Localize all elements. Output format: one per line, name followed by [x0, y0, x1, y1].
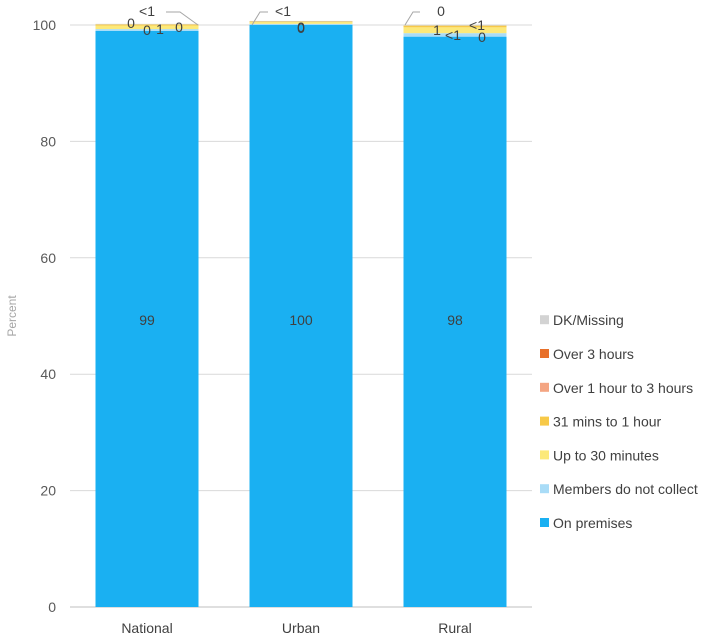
data-label: 0	[478, 29, 486, 45]
bar-segment	[403, 25, 507, 28]
leader-line	[404, 11, 420, 26]
data-label: <1	[139, 3, 155, 19]
bar-segment	[95, 24, 199, 26]
bars	[95, 20, 507, 607]
legend-swatch	[540, 518, 549, 527]
bar-segment	[95, 23, 199, 25]
data-label: 0	[143, 22, 151, 38]
data-label: 99	[139, 312, 155, 328]
x-tick-label: Urban	[282, 620, 320, 636]
leader-line	[251, 11, 268, 26]
data-label: 0	[297, 19, 305, 35]
bar-segment	[403, 25, 507, 26]
legend: On premises Members do not collect Up to 3…	[540, 312, 698, 531]
legend-label: 31 mins to 1 hour	[553, 414, 662, 430]
data-label: 0	[127, 15, 135, 31]
y-tick-label: 60	[40, 250, 56, 266]
x-tick-label: National	[121, 620, 172, 636]
legend-swatch	[540, 315, 549, 325]
bar-segment	[403, 36, 507, 607]
data-label: 1	[156, 21, 164, 37]
data-label: 100	[289, 312, 313, 328]
data-label: <1	[445, 27, 461, 43]
bar-segment	[249, 20, 353, 22]
y-tick-label: 20	[40, 483, 56, 499]
data-label: 0	[175, 19, 183, 35]
bar-segment	[249, 22, 353, 24]
bar-segment	[95, 25, 199, 30]
bar-segment	[249, 21, 353, 23]
data-label: <1	[275, 3, 291, 19]
y-tick-label: 40	[40, 366, 56, 382]
legend-label: Members do not collect	[553, 481, 698, 497]
legend-swatch	[540, 450, 549, 460]
legend-label: Over 3 hours	[553, 346, 634, 362]
data-label: 0	[437, 3, 445, 19]
x-tick-label: Rural	[438, 620, 471, 636]
y-axis-label: Percent	[5, 295, 19, 337]
bar-segment	[95, 30, 199, 607]
bar-segment	[403, 27, 507, 34]
leader-line	[166, 11, 199, 26]
bar-segment	[249, 23, 353, 25]
y-tick-label: 80	[40, 133, 56, 149]
legend-label: DK/Missing	[553, 312, 624, 328]
legend-label: Up to 30 minutes	[553, 447, 659, 463]
y-tick-label: 0	[48, 599, 56, 615]
bar-segment	[249, 25, 353, 607]
data-label: 98	[447, 312, 463, 328]
data-label: 1	[433, 22, 441, 38]
legend-label: Over 1 hour to 3 hours	[553, 380, 693, 396]
legend-swatch	[540, 382, 549, 392]
bar-segment	[95, 29, 199, 31]
data-label: 0	[297, 20, 305, 36]
legend-label: On premises	[553, 515, 632, 531]
y-tick-label: 100	[33, 17, 57, 33]
data-label: <1	[469, 17, 485, 33]
legend-swatch	[540, 484, 549, 494]
bar-segment	[403, 33, 507, 37]
legend-swatch	[540, 416, 549, 426]
legend-swatch	[540, 349, 549, 358]
